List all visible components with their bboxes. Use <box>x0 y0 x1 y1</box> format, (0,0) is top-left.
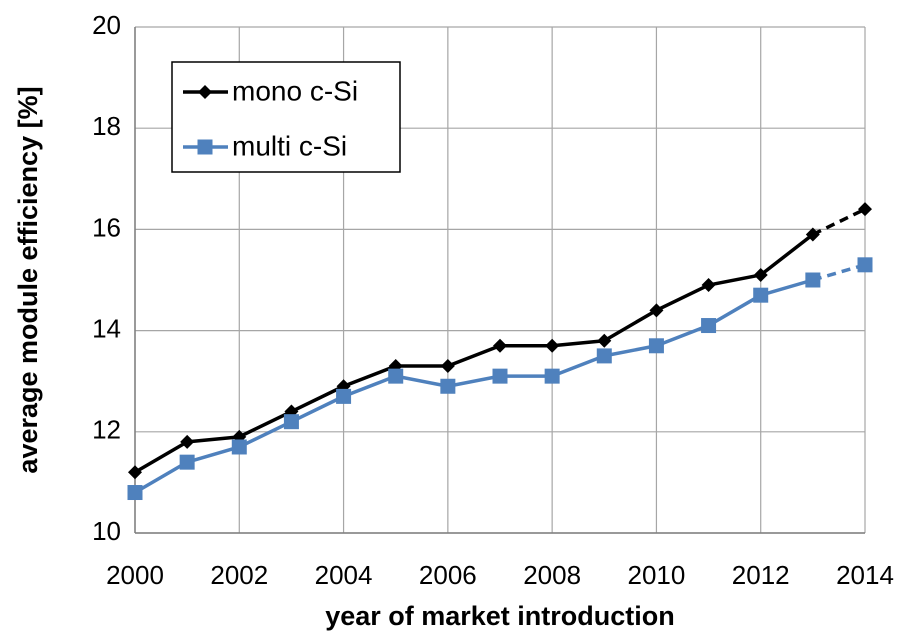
x-tick-label: 2010 <box>628 560 686 590</box>
x-tick-label: 2004 <box>315 560 373 590</box>
marker <box>805 272 821 288</box>
x-tick-label: 2000 <box>106 560 164 590</box>
series-line <box>134 278 814 495</box>
marker <box>440 359 455 374</box>
marker <box>283 414 299 430</box>
marker <box>231 439 247 455</box>
marker <box>753 267 768 282</box>
marker <box>198 85 212 99</box>
y-tick-label: 10 <box>92 516 121 546</box>
x-tick-label: 2008 <box>523 560 581 590</box>
marker <box>701 278 716 293</box>
marker <box>127 485 143 501</box>
x-axis-label: year of market introduction <box>325 601 675 631</box>
marker <box>858 202 872 217</box>
legend-box <box>171 61 401 173</box>
marker <box>649 303 664 318</box>
marker <box>857 257 873 273</box>
marker <box>648 338 664 354</box>
marker <box>440 378 456 394</box>
y-axis-label: average module efficiency [%] <box>13 86 43 473</box>
marker <box>597 333 612 348</box>
y-tick-label: 14 <box>92 313 121 343</box>
marker <box>180 434 195 449</box>
projection-line <box>812 263 866 282</box>
legend-label: mono c-Si <box>232 75 358 106</box>
marker <box>197 139 213 155</box>
marker <box>388 368 404 384</box>
marker <box>805 227 820 242</box>
marker <box>596 348 612 364</box>
legend-label: multi c-Si <box>232 130 347 161</box>
marker <box>336 388 352 404</box>
marker <box>492 368 508 384</box>
marker <box>544 368 560 384</box>
marker <box>701 318 717 334</box>
marker <box>179 454 195 470</box>
marker <box>545 338 560 353</box>
y-tick-label: 12 <box>92 415 121 445</box>
x-tick-label: 2006 <box>419 560 477 590</box>
x-tick-label: 2012 <box>732 560 790 590</box>
y-tick-label: 16 <box>92 212 121 242</box>
projection-line <box>812 207 866 237</box>
y-tick-label: 18 <box>92 111 121 141</box>
y-tick-label: 20 <box>92 10 121 40</box>
series-line <box>134 233 814 474</box>
marker <box>493 338 507 353</box>
marker <box>753 287 769 303</box>
marker <box>128 465 142 480</box>
x-tick-label: 2014 <box>836 560 894 590</box>
x-tick-label: 2002 <box>210 560 268 590</box>
